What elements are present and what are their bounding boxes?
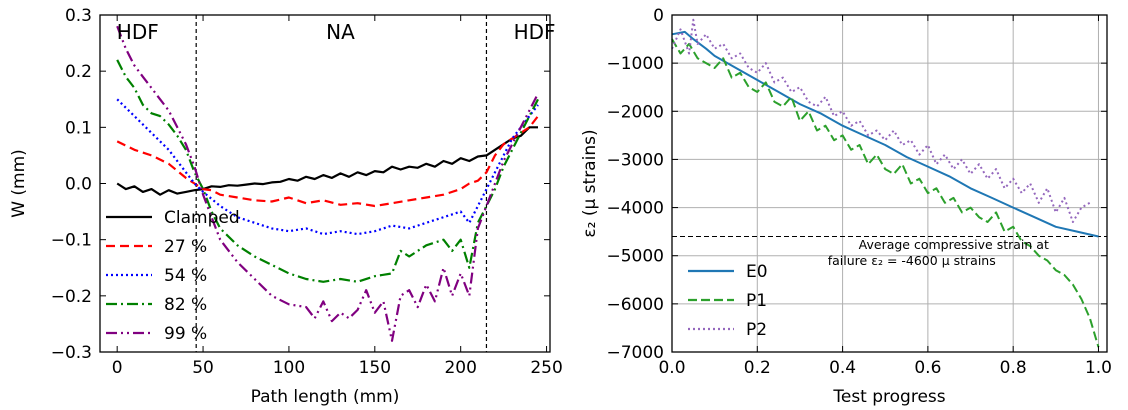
y-tick-label: 0.1 [65, 118, 92, 138]
series-line-clamped [116, 126, 538, 196]
region-label: HDF [117, 20, 159, 44]
region-label: HDF [514, 20, 556, 44]
x-tick-label: 50 [192, 358, 214, 378]
x-axis-label: Test progress [832, 387, 945, 407]
y-tick-label: 0 [653, 6, 664, 26]
x-tick-label: 0 [112, 358, 123, 378]
y-tick-label: 0.2 [65, 62, 92, 82]
legend: E0 P1 P2 [688, 262, 768, 340]
y-axis-label: ε₂ (μ strains) [580, 129, 600, 237]
failure-annotation-line1: Average compressive strain at [859, 237, 1049, 252]
x-tick-label: 200 [444, 358, 476, 378]
legend-label: 54 % [164, 266, 207, 286]
plot-frame [671, 14, 1108, 353]
y-tick-label: −0.2 [51, 287, 92, 307]
y-axis-label: W (mm) [9, 149, 29, 218]
series-line-p2 [671, 18, 1091, 223]
y-tick-label: −4000 [606, 199, 664, 219]
x-tick-label: 0.2 [744, 358, 771, 378]
y-tick-label: −5000 [606, 247, 664, 267]
legend-label: E0 [746, 262, 768, 282]
series-line-e0 [671, 30, 1099, 238]
x-axis-label: Path length (mm) [251, 387, 400, 407]
series-line-p1 [671, 38, 1100, 348]
x-tick-label: 0.8 [1000, 358, 1027, 378]
legend-label: 27 % [164, 237, 207, 257]
y-tick-label: −0.1 [51, 231, 92, 251]
region-label: NA [326, 20, 355, 44]
x-tick-label: 250 [530, 358, 562, 378]
chart-left-deflection: 0 50 100 150 200 250 −0.3 −0.2 −0.1 0.0 0.1 0.2 0.3 P… [9, 6, 563, 407]
y-tick-label: −1000 [606, 54, 664, 74]
y-tick-label: −7000 [606, 343, 664, 363]
legend-label: 99 % [164, 324, 207, 344]
series-line-54 [116, 98, 539, 236]
y-tick-label: −0.3 [51, 343, 92, 363]
legend-label: P1 [746, 291, 767, 311]
failure-annotation-line2: failure ε₂ = -4600 μ strains [828, 253, 996, 268]
x-tick-label: 0.6 [914, 358, 941, 378]
x-tick-label: 0.0 [658, 358, 685, 378]
y-tick-label: −3000 [606, 150, 664, 170]
chart-right-strain: 0.0 0.2 0.4 0.6 0.8 1.0 0 −1000 −2000 −3000 −4000 −… [580, 6, 1112, 407]
y-tick-label: −2000 [606, 102, 664, 122]
x-tick-label: 100 [273, 358, 305, 378]
series-line-99 [116, 25, 539, 342]
y-tick-label: 0.0 [65, 175, 92, 195]
x-tick-label: 1.0 [1085, 358, 1112, 378]
x-tick-label: 150 [359, 358, 391, 378]
legend-label: P2 [746, 320, 767, 340]
y-tick-label: −6000 [606, 295, 664, 315]
x-tick-label: 0.4 [829, 358, 856, 378]
legend: Clamped 27 % 54 % 82 % 99 % [106, 208, 240, 344]
legend-label: 82 % [164, 295, 207, 315]
y-tick-label: 0.3 [65, 6, 92, 26]
legend-label: Clamped [164, 208, 240, 228]
